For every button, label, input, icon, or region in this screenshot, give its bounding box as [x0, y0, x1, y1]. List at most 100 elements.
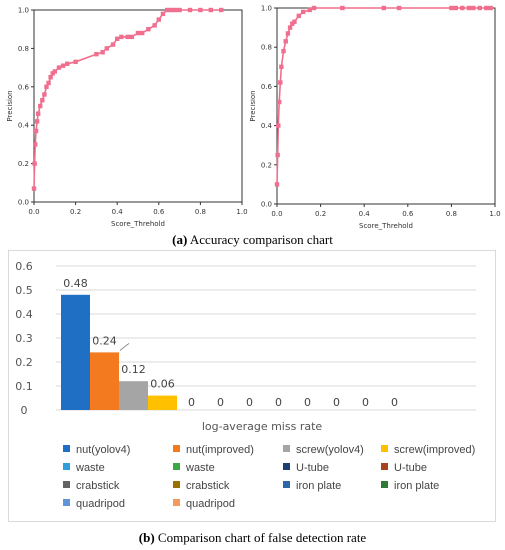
left-chart-data-point: [119, 34, 124, 40]
left-chart-data-point: [152, 23, 157, 28]
bar-chart-ytick-label: 0: [21, 404, 28, 417]
left-chart-data-point: [60, 63, 66, 68]
right-chart-data-point: [449, 5, 454, 11]
left-chart-data-point: [219, 7, 224, 13]
left-chart-ylabel: Precision: [6, 90, 14, 121]
left-chart-data-point: [100, 50, 105, 55]
left-chart-data-point: [34, 119, 40, 124]
right-chart-ytick-label: 0.2: [261, 161, 272, 169]
left-chart-data-point: [177, 7, 182, 13]
left-chart-ytick-label: 0.2: [18, 160, 29, 168]
legend-item: iron plate: [381, 480, 439, 492]
right-chart-data-point: [276, 123, 281, 128]
legend-swatch: [381, 481, 388, 488]
bar: [148, 395, 177, 410]
bar: [119, 381, 148, 410]
right-chart-ytick-label: 0.4: [261, 122, 273, 130]
left-chart-data-point: [94, 51, 99, 57]
right-chart-data-point: [292, 19, 297, 24]
left-chart-data-point: [48, 75, 53, 80]
bar-data-label: 0: [188, 396, 195, 409]
right-chart-xtick-label: 0.4: [359, 210, 371, 218]
legend-swatch: [63, 481, 70, 488]
left-chart-data-point: [125, 34, 130, 40]
bar-chart-ytick-label: 0.4: [15, 308, 33, 321]
bar-chart-ytick-label: 0.5: [15, 284, 33, 297]
bar: [61, 294, 90, 410]
right-chart-xtick-label: 0.6: [402, 210, 414, 218]
caption-b-letter: (b): [138, 530, 155, 545]
left-chart-data-point: [139, 30, 145, 36]
caption-b: (b) Comparison chart of false detection …: [0, 530, 505, 546]
right-chart-data-point: [275, 152, 280, 158]
right-chart-ytick-label: 0.8: [261, 44, 272, 52]
right-chart-data-point: [278, 80, 283, 85]
legend-item: screw(yolov4): [283, 444, 364, 456]
legend-swatch: [63, 499, 70, 506]
legend-item: crabstick: [63, 480, 119, 492]
right-chart-ytick-label: 0.0: [261, 201, 272, 209]
legend-swatch: [173, 463, 180, 470]
precision-chart-right-svg: 0.0 0.2 0.4 0.6 0.8 1.0 0.0 0.2 0.4 0.6 0.8 1.0 Scor…: [249, 5, 501, 231]
legend-item: waste: [173, 462, 215, 474]
legend-swatch: [283, 463, 290, 470]
legend-label: iron plate: [394, 480, 440, 492]
right-chart-data-point: [381, 5, 387, 11]
left-chart-data-point: [160, 11, 166, 17]
left-chart-xtick-label: 0.8: [195, 208, 206, 216]
right-chart-plot-frame: [276, 7, 496, 205]
left-chart-xtick-label: 0.2: [70, 208, 81, 216]
left-chart-data-point: [31, 186, 37, 191]
left-chart-data-point: [42, 92, 47, 97]
legend-item: waste: [63, 462, 105, 474]
right-chart-data-point: [466, 5, 472, 11]
right-chart-data-point: [477, 5, 482, 11]
left-chart-ytick-label: 0.4: [18, 122, 30, 130]
bar-label-leader: [119, 343, 130, 351]
left-chart-data-point: [35, 111, 41, 116]
bar-data-label: 0.12: [121, 363, 146, 376]
left-chart-data-point: [52, 69, 57, 74]
right-chart-xtick-label: 1.0: [489, 210, 500, 218]
right-chart-data-point: [460, 5, 465, 11]
bar-chart-ytick-label: 0.2: [15, 356, 33, 369]
right-chart-data-point: [283, 39, 288, 44]
right-chart-xtick-label: 0.2: [315, 210, 326, 218]
right-chart-data-point: [484, 5, 489, 11]
right-chart-data-point: [300, 9, 306, 15]
left-chart-data-point: [56, 65, 62, 70]
left-chart-data-point: [32, 161, 37, 166]
right-chart-ytick-label: 0.6: [261, 83, 273, 91]
left-chart-data-point: [46, 80, 51, 86]
legend-swatch: [381, 445, 388, 452]
left-chart-data-point: [169, 7, 174, 13]
caption-a-text: Accuracy comparison chart: [189, 232, 333, 247]
right-chart-data-point: [471, 5, 476, 11]
legend-item: screw(improved): [381, 444, 475, 456]
precision-chart-left-svg: 0.0 0.2 0.4 0.6 0.8 1.0 0.0 0.2 0.4 0.6 0.8 1.0 Scor…: [6, 7, 248, 229]
precision-chart-right: 0.0 0.2 0.4 0.6 0.8 1.0 0.0 0.2 0.4 0.6 0.8 1.0 Scor…: [249, 0, 505, 235]
left-chart-data-point: [73, 59, 78, 65]
right-chart-data-point: [279, 64, 284, 69]
legend-swatch: [63, 463, 70, 470]
left-chart-data-point: [33, 128, 39, 134]
right-chart-data-point: [281, 48, 286, 54]
right-chart-data-point: [488, 5, 493, 11]
left-chart-ytick-label: 0.0: [18, 199, 29, 207]
legend-swatch: [283, 481, 290, 488]
legend-swatch: [173, 499, 180, 506]
legend-item: quadripod: [63, 498, 125, 510]
left-chart-data-point: [115, 36, 120, 41]
legend-item: iron plate: [283, 480, 341, 492]
legend-item: U-tube: [283, 462, 329, 474]
left-chart-data-point: [65, 61, 70, 66]
miss-rate-chart-frame: [8, 250, 496, 522]
legend-label: nut(yolov4): [76, 444, 131, 456]
caption-a: (a) Accuracy comparison chart: [0, 232, 505, 248]
right-chart-data-point: [396, 5, 402, 11]
left-chart-data-point: [146, 27, 151, 32]
bar-data-label: 0: [275, 396, 282, 409]
left-chart-plot-frame: [33, 9, 243, 203]
legend-label: crabstick: [186, 480, 230, 492]
left-chart-data-point: [208, 7, 213, 13]
